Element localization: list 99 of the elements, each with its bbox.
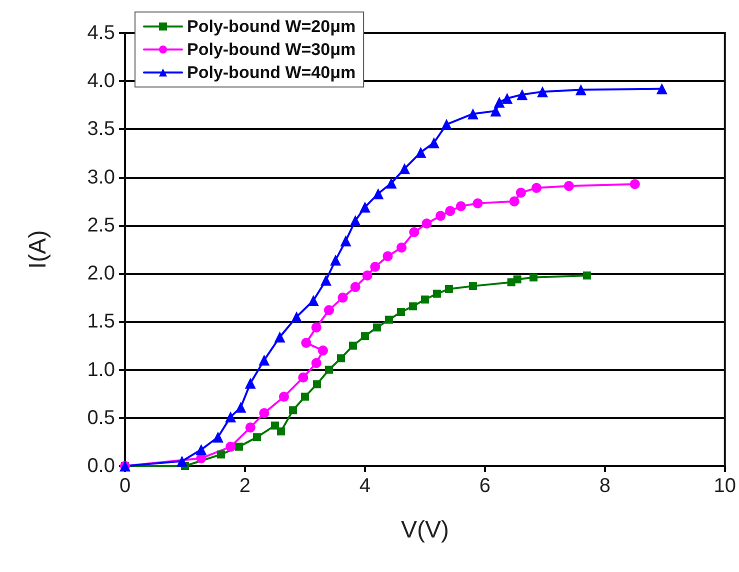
point [415,146,426,158]
y-tick-label: 2.5 [87,214,115,236]
y-tick-label: 4.5 [87,22,115,44]
point [532,182,542,193]
point [252,433,261,442]
y-tick-label: 0.5 [87,406,115,429]
point [300,392,309,401]
point [350,215,361,226]
point [291,311,302,322]
point [468,282,477,290]
point [494,96,505,108]
point [656,83,668,94]
point [370,262,380,272]
x-tick-label: 10 [714,475,736,497]
point [244,378,256,389]
point [530,273,538,282]
point [196,444,207,456]
x-tick-label: 2 [239,475,251,497]
point [212,432,224,443]
point [382,251,393,262]
y-tick-label: 0.0 [87,455,115,477]
x-tick-label: 4 [359,475,371,497]
legend-label: Poly-bound W=20μm [187,17,356,36]
y-tick-label: 3.5 [87,118,115,140]
point [288,406,297,414]
point [320,274,332,286]
point [270,422,279,430]
point [235,402,246,413]
point [226,442,236,452]
point [436,210,446,221]
y-tick-label: 1.0 [87,358,115,381]
point [362,270,372,280]
point [360,332,369,340]
x-axis-title: V(V) [400,516,449,544]
point [456,201,466,212]
point [245,422,256,433]
point [467,108,478,120]
point [408,302,417,310]
point [441,118,452,130]
point [311,322,322,332]
point [444,284,453,293]
point [537,86,548,98]
point [311,358,322,368]
point [350,282,360,292]
point [516,188,526,198]
point [318,346,328,356]
point [278,392,289,402]
point [301,338,312,348]
point [348,342,357,350]
point [176,456,188,467]
point [234,442,243,451]
point [630,179,640,190]
y-tick-label: 3.0 [87,166,115,188]
legend-label: Poly-bound W=40μm [187,63,356,82]
point [308,295,319,306]
point [298,372,308,382]
point [422,218,432,229]
x-tick-label: 8 [599,475,610,497]
point [324,305,334,316]
point [582,271,591,280]
point [420,296,429,304]
point [513,275,522,284]
point [225,411,236,422]
point [445,206,456,216]
point [564,180,574,191]
point [359,202,370,213]
y-tick-label: 2.0 [87,262,115,285]
point [216,450,225,458]
point [384,316,393,324]
point [276,427,285,436]
point [312,380,321,388]
point [516,89,528,100]
point [428,137,440,148]
point [472,198,483,208]
point [509,196,520,206]
point [259,408,270,418]
point [338,292,348,303]
point [324,366,333,374]
point [575,84,586,96]
x-tick-label: 0 [119,475,131,497]
point [502,92,513,104]
point [399,163,410,174]
point [330,254,342,266]
point [258,354,270,366]
legend-label: Poly-bound W=30μm [187,40,356,59]
point [336,354,345,362]
point [372,323,381,332]
point [340,235,352,246]
y-tick-label: 1.5 [87,310,115,333]
x-tick-label: 6 [479,475,490,497]
point [396,242,407,253]
point [409,227,420,238]
point [274,332,286,343]
y-tick-label: 4.0 [87,70,115,92]
y-axis-title: I(A) [24,230,52,269]
point [432,290,441,298]
point [386,178,397,189]
point [372,188,384,200]
point [396,308,405,316]
